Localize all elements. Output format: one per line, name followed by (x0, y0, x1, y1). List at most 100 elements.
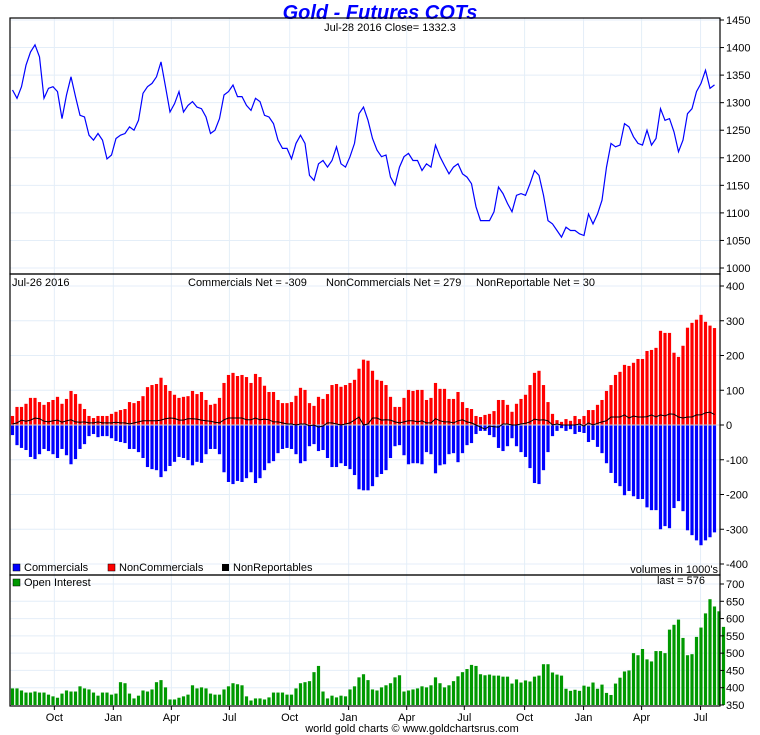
price-line (11, 43, 715, 239)
noncommercials-bar (627, 365, 631, 425)
noncommercials-bar (262, 385, 267, 425)
y-tick-label: 500 (726, 648, 744, 660)
open-interest-bar (442, 687, 447, 705)
commercials-bar (114, 425, 118, 441)
noncommercials-bar (339, 386, 343, 425)
open-interest-bar (451, 681, 456, 705)
noncommercials-bar (352, 379, 357, 425)
noncommercials-bar (69, 390, 73, 425)
y-tick-label: 1250 (726, 125, 750, 137)
open-interest-bar (541, 664, 546, 705)
noncommercials-bar (267, 391, 271, 425)
commercials-bar (163, 425, 168, 472)
commercials-bar (690, 425, 694, 536)
noncommercials-bar (582, 415, 586, 425)
noncommercials-bar (213, 403, 217, 425)
open-interest-bar (595, 688, 600, 705)
open-interest-bar (78, 686, 82, 705)
noncommercials-bar (28, 397, 33, 425)
commercials-bar (496, 425, 501, 448)
commercials-bar (69, 425, 73, 465)
commercials-bar (177, 425, 181, 457)
y-tick-label: 1050 (726, 235, 750, 247)
open-interest-bar (226, 686, 231, 705)
open-interest-bar (379, 687, 384, 705)
noncommercials-bar (186, 396, 190, 425)
commercials-bar (294, 425, 298, 455)
commercials-bar (559, 425, 564, 429)
commercials-bar (231, 425, 235, 485)
x-tick-label: Apr (163, 712, 180, 724)
noncommercials-bar (384, 385, 388, 425)
open-interest-bar (609, 694, 613, 705)
commercials-bar (150, 425, 154, 470)
noncommercials-bar (33, 397, 37, 425)
open-interest-bar (694, 636, 699, 705)
legend-commercials: Commercials (24, 562, 89, 574)
commercials-bar (154, 425, 159, 471)
commercials-bar (451, 425, 456, 454)
commercials-bar (226, 425, 231, 482)
noncommercials-bar (222, 382, 226, 425)
noncommercials-bar (555, 420, 559, 425)
commercials-bar (613, 425, 618, 484)
commercials-bar (604, 425, 609, 464)
open-interest-bar (586, 686, 591, 705)
y-tick-label: 700 (726, 579, 744, 591)
legend-open-interest: Open Interest (24, 577, 91, 589)
open-interest-bar (550, 672, 555, 705)
noncommercials-bar (37, 402, 42, 425)
noncommercials-bar (546, 402, 550, 425)
noncommercials-bar (577, 419, 582, 425)
open-interest-last: last = 576 (657, 575, 705, 587)
open-interest-bar (141, 690, 145, 705)
open-interest-bar (721, 626, 726, 705)
open-interest-bar (420, 686, 424, 705)
y-tick-label: -300 (726, 524, 748, 536)
commercials-bar (600, 425, 604, 454)
commercials-bar (253, 425, 258, 484)
noncommercials-bar (303, 389, 307, 425)
commercials-bar (469, 425, 474, 444)
commercials-bar (96, 425, 100, 438)
open-interest-bar (375, 690, 379, 705)
y-tick-label: -200 (726, 490, 748, 502)
open-interest-bar (109, 694, 114, 705)
open-interest-bar (352, 686, 357, 705)
noncommercials-bar (568, 420, 573, 425)
open-interest-bar (717, 611, 721, 705)
open-interest-bar (312, 672, 316, 705)
noncommercials-bar (312, 405, 316, 425)
open-interest-bar (123, 683, 127, 705)
y-tick-label: -100 (726, 455, 748, 467)
open-interest-bar (690, 654, 694, 705)
open-interest-bar (69, 691, 73, 705)
open-interest-bar (213, 694, 217, 705)
commercials-bar (505, 425, 510, 447)
open-interest-bar (298, 683, 303, 705)
noncommercials-bar (613, 374, 618, 425)
noncommercials-bar (330, 385, 334, 425)
noncommercials-bar (663, 332, 667, 425)
noncommercials-bar (375, 379, 379, 425)
open-interest-bar (294, 688, 298, 705)
open-interest-bar (618, 677, 622, 705)
open-interest-bar (330, 695, 334, 705)
noncommercials-bar (537, 370, 541, 425)
open-interest-bar (114, 693, 118, 705)
commercials-bar (465, 425, 469, 446)
commercials-bar (532, 425, 537, 484)
open-interest-bar (51, 696, 55, 705)
y-tick-label: 1300 (726, 98, 750, 110)
open-interest-bar (235, 684, 240, 705)
noncommercials-bar (217, 397, 222, 425)
noncommercials-bar (150, 385, 154, 425)
open-interest-bar (37, 692, 42, 705)
commercials-bar (136, 425, 141, 453)
open-interest-bar (276, 692, 280, 705)
open-interest-bar (649, 661, 654, 705)
open-interest-bar (393, 677, 397, 705)
commercials-bar (456, 425, 460, 463)
commercials-bar (271, 425, 276, 462)
noncommercials-bar (294, 395, 298, 425)
